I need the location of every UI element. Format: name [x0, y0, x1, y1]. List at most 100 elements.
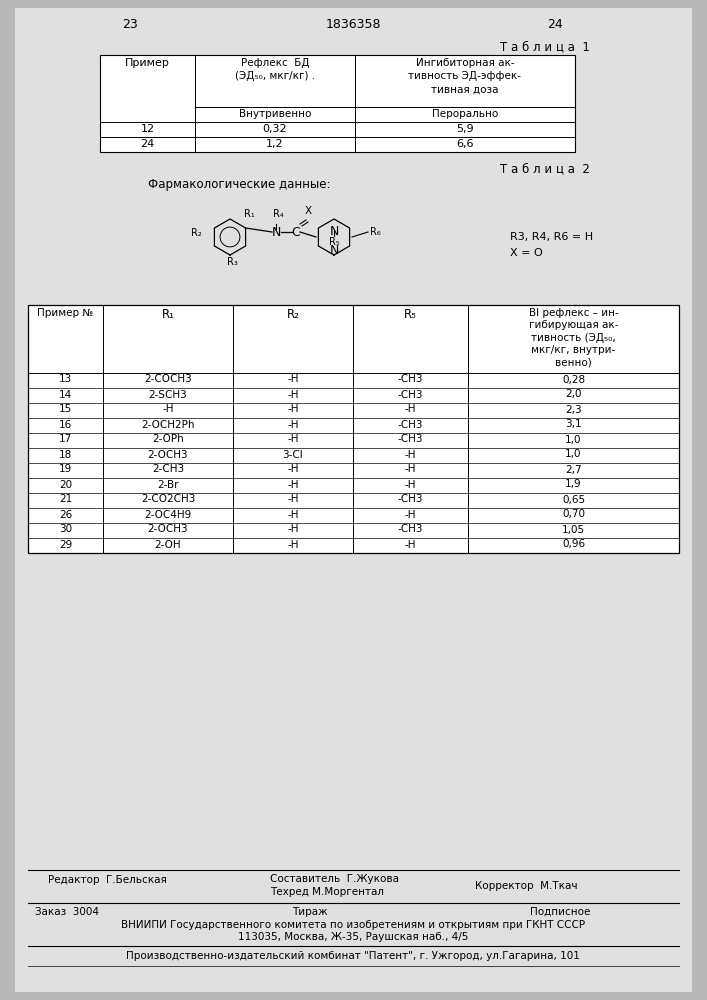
- Text: 2-OH: 2-OH: [155, 540, 181, 550]
- Text: 26: 26: [59, 510, 72, 520]
- Text: -CH3: -CH3: [398, 374, 423, 384]
- Text: N: N: [271, 226, 281, 238]
- Text: -H: -H: [287, 480, 299, 489]
- Text: 20: 20: [59, 480, 72, 489]
- Text: 1,0: 1,0: [566, 434, 582, 444]
- Text: Производственно-издательский комбинат "Патент", г. Ужгород, ул.Гагарина, 101: Производственно-издательский комбинат "П…: [126, 951, 580, 961]
- Text: 23: 23: [122, 18, 138, 31]
- Text: X: X: [305, 206, 312, 216]
- Text: N: N: [329, 225, 339, 238]
- Text: Тираж: Тираж: [292, 907, 328, 917]
- Text: C: C: [291, 226, 300, 238]
- Text: 15: 15: [59, 404, 72, 414]
- Text: 2-Br: 2-Br: [157, 480, 179, 489]
- Text: 2,3: 2,3: [565, 404, 582, 414]
- Text: X = O: X = O: [510, 248, 543, 258]
- Text: Внутривенно: Внутривенно: [239, 109, 311, 119]
- Text: R₆: R₆: [370, 227, 381, 237]
- Text: 2-OPh: 2-OPh: [152, 434, 184, 444]
- Text: 2-OCH2Ph: 2-OCH2Ph: [141, 420, 194, 430]
- Text: Техред М.Моргентал: Техред М.Моргентал: [270, 887, 384, 897]
- Text: 2-CH3: 2-CH3: [152, 464, 184, 475]
- Text: -H: -H: [287, 404, 299, 414]
- Text: Заказ  3004: Заказ 3004: [35, 907, 99, 917]
- Text: -CH3: -CH3: [398, 434, 423, 444]
- Text: 0,28: 0,28: [562, 374, 585, 384]
- Text: 17: 17: [59, 434, 72, 444]
- Text: Ингибиторная ак-
тивность ЭД-эффек-
тивная доза: Ингибиторная ак- тивность ЭД-эффек- тивн…: [409, 58, 522, 94]
- Text: 0,96: 0,96: [562, 540, 585, 550]
- Text: 12: 12: [141, 124, 155, 134]
- Text: R₂: R₂: [192, 228, 202, 238]
- Text: -H: -H: [404, 540, 416, 550]
- Text: Т а б л и ц а  2: Т а б л и ц а 2: [500, 162, 590, 175]
- Text: 24: 24: [547, 18, 563, 31]
- Text: 1,05: 1,05: [562, 524, 585, 534]
- Text: -H: -H: [287, 374, 299, 384]
- Text: -H: -H: [287, 420, 299, 430]
- Text: -H: -H: [404, 510, 416, 520]
- Text: 1,2: 1,2: [267, 139, 284, 149]
- Text: ВI рефлекс – ин-
гибирующая ак-
тивность (ЭД₅₀,
мкг/кг, внутри-
венно): ВI рефлекс – ин- гибирующая ак- тивность…: [529, 308, 619, 368]
- Text: -CH3: -CH3: [398, 524, 423, 534]
- Text: R₂: R₂: [286, 308, 300, 321]
- Text: Корректор  М.Ткач: Корректор М.Ткач: [475, 881, 578, 891]
- Text: 2,7: 2,7: [565, 464, 582, 475]
- Text: Пример №: Пример №: [37, 308, 93, 318]
- Text: 19: 19: [59, 464, 72, 475]
- Text: -CH3: -CH3: [398, 389, 423, 399]
- Text: -H: -H: [287, 540, 299, 550]
- Bar: [28, 305, 679, 553]
- Text: -CH3: -CH3: [398, 494, 423, 504]
- Text: R₅: R₅: [404, 308, 417, 321]
- Text: 1,0: 1,0: [566, 450, 582, 460]
- Text: -H: -H: [287, 524, 299, 534]
- Text: -H: -H: [287, 464, 299, 475]
- Text: -H: -H: [287, 389, 299, 399]
- Text: ВНИИПИ Государственного комитета по изобретениям и открытиям при ГКНТ СССР: ВНИИПИ Государственного комитета по изоб…: [121, 920, 585, 930]
- Text: R₁: R₁: [244, 209, 255, 219]
- Text: Фармакологические данные:: Фармакологические данные:: [148, 178, 330, 191]
- Text: 24: 24: [141, 139, 155, 149]
- Text: -H: -H: [287, 510, 299, 520]
- Text: N: N: [329, 244, 339, 257]
- Text: 2-OCH3: 2-OCH3: [148, 450, 188, 460]
- Text: -H: -H: [287, 434, 299, 444]
- Text: R₁: R₁: [161, 308, 175, 321]
- Text: 5,9: 5,9: [456, 124, 474, 134]
- Text: 29: 29: [59, 540, 72, 550]
- Text: 0,70: 0,70: [562, 510, 585, 520]
- Text: 30: 30: [59, 524, 72, 534]
- Text: 16: 16: [59, 420, 72, 430]
- Text: 0,65: 0,65: [562, 494, 585, 504]
- Text: 2-COCH3: 2-COCH3: [144, 374, 192, 384]
- Text: 0,32: 0,32: [263, 124, 287, 134]
- Text: Рефлекс  БД
(ЭД₅₀, мкг/кг) .: Рефлекс БД (ЭД₅₀, мкг/кг) .: [235, 58, 315, 81]
- Text: Т а б л и ц а  1: Т а б л и ц а 1: [500, 40, 590, 53]
- Text: R₄: R₄: [273, 209, 284, 219]
- Text: Редактор  Г.Бельская: Редактор Г.Бельская: [48, 875, 167, 885]
- Text: -H: -H: [162, 404, 174, 414]
- Text: -H: -H: [404, 450, 416, 460]
- Text: Составитель  Г.Жукова: Составитель Г.Жукова: [270, 874, 399, 884]
- Text: -CH3: -CH3: [398, 420, 423, 430]
- Text: Подписное: Подписное: [530, 907, 590, 917]
- Text: R₅: R₅: [329, 237, 339, 247]
- Text: 3,1: 3,1: [565, 420, 582, 430]
- Text: 21: 21: [59, 494, 72, 504]
- Text: R₃: R₃: [226, 257, 238, 267]
- Text: 2,0: 2,0: [566, 389, 582, 399]
- Text: R3, R4, R6 = H: R3, R4, R6 = H: [510, 232, 593, 242]
- Text: 18: 18: [59, 450, 72, 460]
- Text: 1,9: 1,9: [565, 480, 582, 489]
- Text: 2-OCH3: 2-OCH3: [148, 524, 188, 534]
- Text: 6,6: 6,6: [456, 139, 474, 149]
- Text: 2-OC4H9: 2-OC4H9: [144, 510, 192, 520]
- Text: 2-CO2CH3: 2-CO2CH3: [141, 494, 195, 504]
- Text: Пример: Пример: [125, 58, 170, 68]
- Text: 3-Cl: 3-Cl: [283, 450, 303, 460]
- Text: 13: 13: [59, 374, 72, 384]
- Text: -H: -H: [287, 494, 299, 504]
- Text: -H: -H: [404, 480, 416, 489]
- Text: 113035, Москва, Ж-35, Раушская наб., 4/5: 113035, Москва, Ж-35, Раушская наб., 4/5: [238, 932, 468, 942]
